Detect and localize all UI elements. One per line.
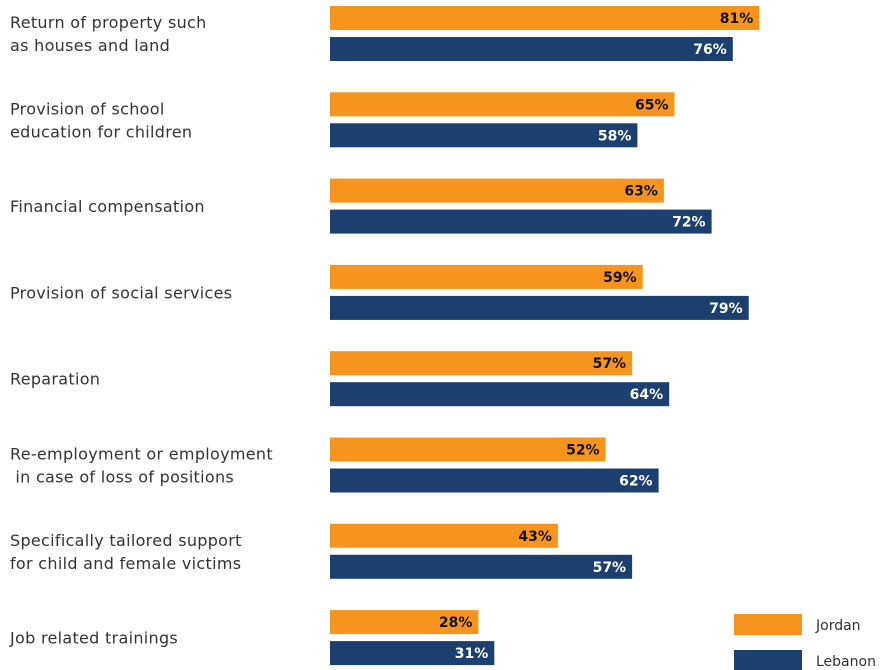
category-label-line: education for children <box>10 122 192 141</box>
value-label: 58% <box>598 128 632 144</box>
bar-lebanon <box>330 554 633 579</box>
legend-label: Lebanon <box>816 654 876 670</box>
bars: 81%76%65%58%63%72%59%79%57%64%52%62%43%5… <box>330 6 760 666</box>
category-label: Job related trainings <box>9 629 178 648</box>
bar-jordan <box>330 523 558 548</box>
value-label: 57% <box>593 560 627 576</box>
legend: Jordan Lebanon <box>734 614 876 670</box>
value-label: 57% <box>593 356 627 372</box>
bar-jordan <box>330 6 760 30</box>
category-label-line: Financial compensation <box>10 197 205 216</box>
category-label: Provision of school education for childre… <box>10 99 192 141</box>
value-label: 65% <box>635 97 669 113</box>
legend-swatch-lebanon <box>734 650 802 670</box>
bar-jordan <box>330 92 675 117</box>
value-label: 31% <box>455 646 489 662</box>
bar-jordan <box>330 610 479 635</box>
category-label-line: Job related trainings <box>9 629 178 648</box>
value-label: 43% <box>518 529 552 545</box>
legend-label: Jordan <box>815 618 861 634</box>
category-labels: Return of property such as houses and lan… <box>9 13 273 648</box>
value-label: 62% <box>619 474 653 490</box>
bar-lebanon <box>330 123 638 148</box>
value-label: 72% <box>672 215 706 231</box>
bar-lebanon <box>330 37 733 61</box>
bar-jordan <box>330 437 606 462</box>
category-label-line: Provision of school <box>10 99 165 118</box>
value-label: 63% <box>624 184 658 200</box>
category-label-line: as houses and land <box>10 36 170 55</box>
category-label: Reparation <box>10 370 100 389</box>
bar-lebanon <box>330 382 670 407</box>
value-label: 64% <box>630 387 664 403</box>
bar-jordan <box>330 264 643 289</box>
category-label: Return of property such as houses and lan… <box>10 13 207 55</box>
value-label: 76% <box>693 42 727 58</box>
bar-lebanon <box>330 468 659 493</box>
category-label-line: for child and female victims <box>10 554 241 573</box>
value-label: 59% <box>603 270 637 286</box>
category-label-line: Provision of social services <box>10 283 232 302</box>
value-label: 52% <box>566 443 600 459</box>
bar-jordan <box>330 351 633 376</box>
category-label: Financial compensation <box>10 197 205 216</box>
category-label-line: Specifically tailored support <box>10 531 242 550</box>
category-label-line: Re-employment or employment <box>10 445 273 464</box>
legend-swatch-jordan <box>734 614 802 635</box>
bar-lebanon <box>330 641 495 666</box>
category-label: Specifically tailored support for child a… <box>10 531 242 573</box>
category-label-line: Reparation <box>10 370 100 389</box>
value-label: 81% <box>720 11 754 27</box>
category-label-line: Return of property such <box>10 13 207 32</box>
value-label: 79% <box>709 301 743 317</box>
category-label: Provision of social services <box>10 283 232 302</box>
category-label-line: in case of loss of positions <box>10 468 234 487</box>
bar-lebanon <box>330 295 749 320</box>
bar-lebanon <box>330 209 712 234</box>
value-label: 28% <box>439 615 473 631</box>
bar-jordan <box>330 178 664 203</box>
category-label: Re-employment or employment in case of l… <box>10 445 273 487</box>
